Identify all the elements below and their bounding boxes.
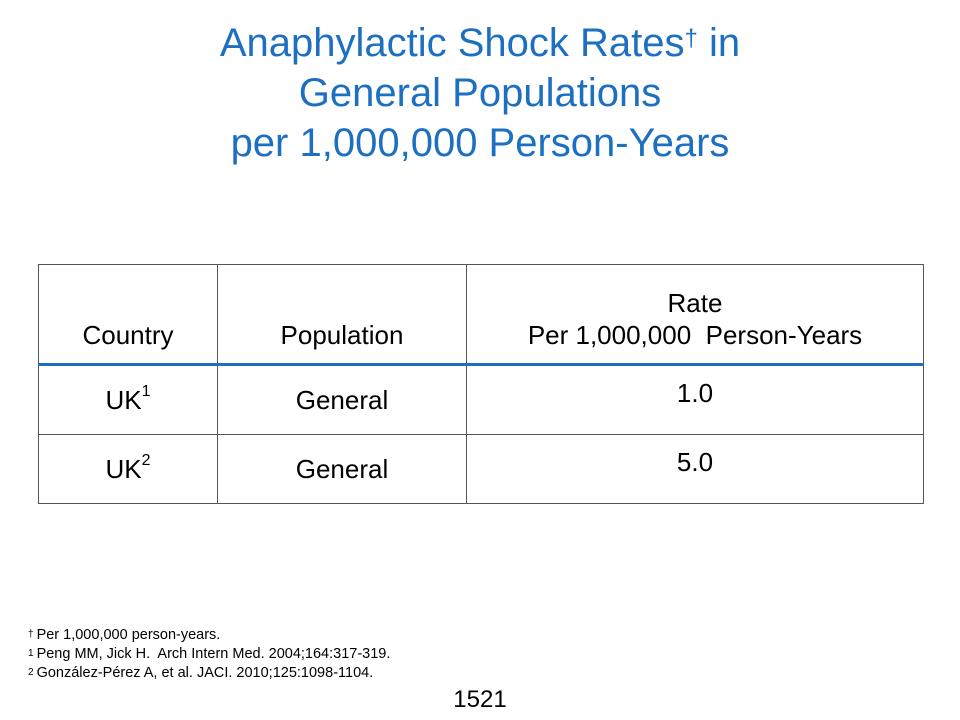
reference-mark: 1 xyxy=(141,382,151,400)
table-row: UK2 General 5.0 xyxy=(38,434,924,504)
header-rate: Rate Per 1,000,000 Person-Years xyxy=(466,264,924,366)
slide-title: Anaphylactic Shock Rates† in General Pop… xyxy=(0,18,960,168)
cell-rate: 1.0 xyxy=(466,364,924,435)
footnotes: † Per 1,000,000 person-years. 1 Peng MM, J… xyxy=(28,626,390,683)
cell-country: UK2 xyxy=(38,434,218,504)
title-line-3: per 1,000,000 Person-Years xyxy=(230,121,730,165)
dagger-mark: † xyxy=(684,25,698,52)
title-line-2: General Populations xyxy=(298,71,662,115)
footnote: 1 Peng MM, Jick H. Arch Intern Med. 2004;… xyxy=(28,646,391,662)
cell-rate: 5.0 xyxy=(466,434,924,504)
footnote: † Per 1,000,000 person-years. xyxy=(28,627,221,643)
table-row: UK1 General 1.0 xyxy=(38,364,924,435)
title-line-1: Anaphylactic Shock Rates† in xyxy=(219,21,741,65)
header-population: Population xyxy=(217,264,467,366)
table-header-row: Country Population Rate Per 1,000,000 Pe… xyxy=(38,264,924,366)
footnote: 2 González-Pérez A, et al. JACI. 2010;125… xyxy=(28,665,374,681)
cell-population: General xyxy=(217,364,467,435)
cell-country: UK1 xyxy=(38,364,218,435)
header-country: Country xyxy=(38,264,218,366)
page-number: 1521 xyxy=(453,686,507,713)
rates-table: Country Population Rate Per 1,000,000 Pe… xyxy=(38,264,924,504)
reference-mark: 2 xyxy=(141,451,151,469)
cell-population: General xyxy=(217,434,467,504)
